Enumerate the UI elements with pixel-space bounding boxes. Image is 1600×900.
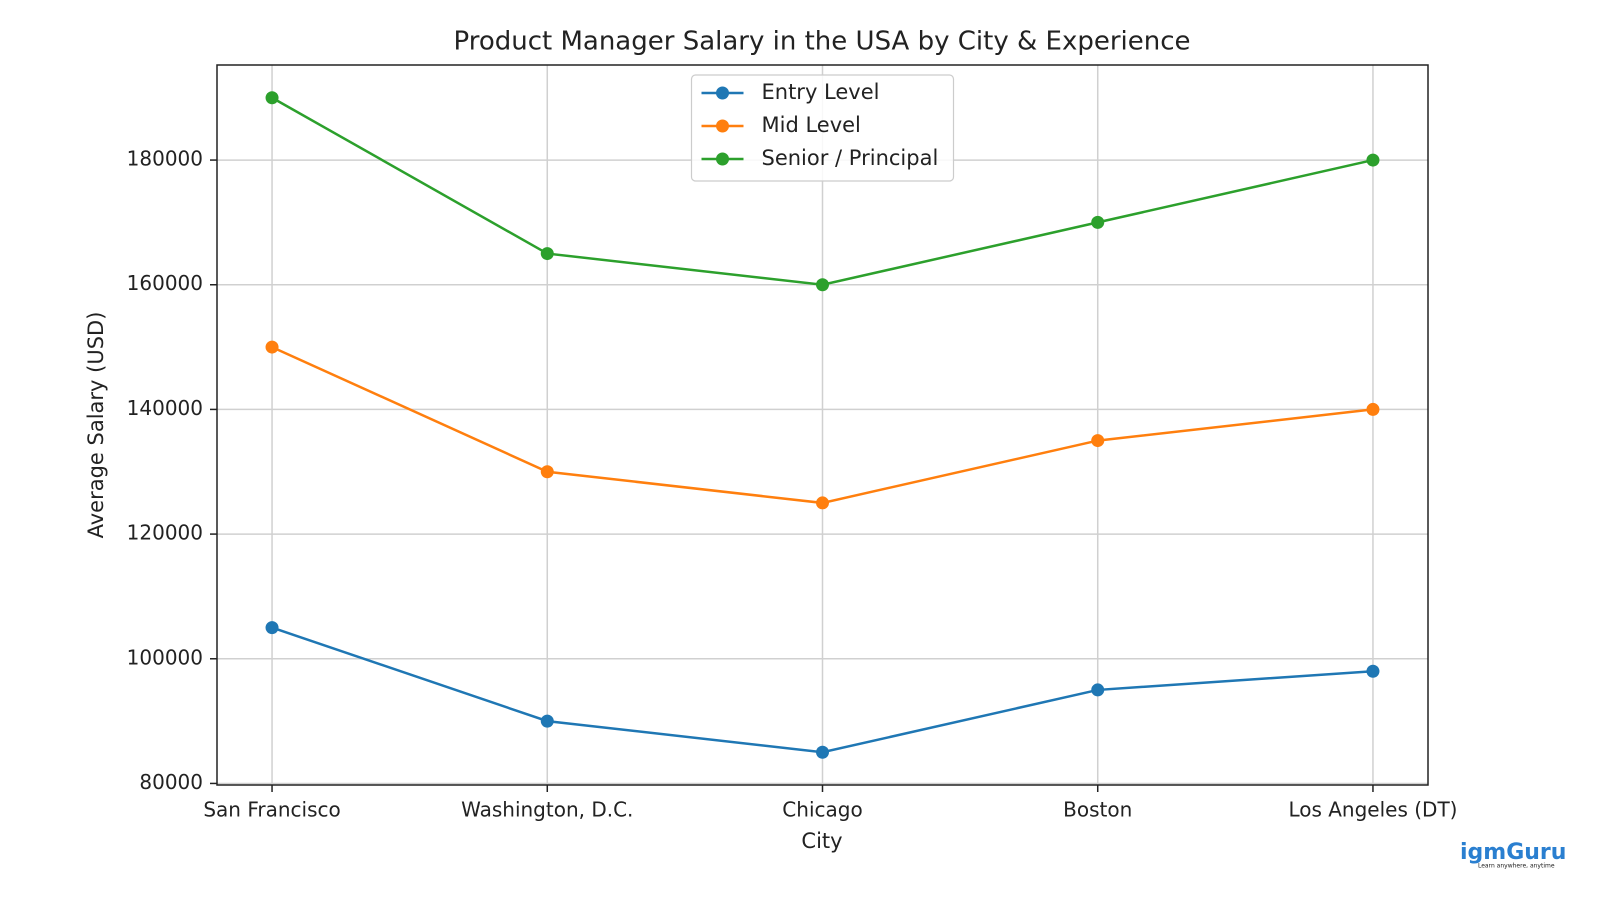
data-point (816, 278, 829, 292)
data-point (265, 340, 279, 354)
x-tick-label: Chicago (782, 798, 862, 822)
data-point (1091, 434, 1105, 448)
legend-marker (716, 152, 729, 166)
data-point (540, 714, 554, 728)
y-tick-label: 100000 (127, 645, 203, 669)
y-tick-label: 140000 (127, 396, 203, 420)
y-tick-label: 120000 (127, 521, 203, 545)
y-tick-label: 80000 (139, 770, 203, 794)
data-point (816, 496, 829, 510)
x-tick-label: San Francisco (203, 798, 340, 822)
data-point (265, 621, 279, 635)
legend-label: Mid Level (762, 113, 861, 137)
data-point (816, 745, 829, 759)
plot-frame (216, 64, 1429, 786)
chart-title: Product Manager Salary in the USA by Cit… (453, 27, 1190, 57)
watermark-brand: igmGuru (1460, 840, 1566, 865)
data-point (1366, 402, 1380, 416)
legend-marker (716, 86, 729, 100)
legend-box (690, 74, 955, 182)
watermark-tagline: Learn anywhere, anytime (1478, 863, 1555, 870)
legend-label: Entry Level (762, 80, 880, 104)
data-point (540, 465, 554, 479)
y-tick-label: 160000 (127, 271, 203, 295)
y-axis-label: Average Salary (USD) (84, 312, 108, 539)
x-tick-label: Los Angeles (DT) (1288, 798, 1457, 822)
data-point (1366, 153, 1380, 167)
grid: 80000 100000 120000 140000 160000 180000 San F… (127, 65, 1457, 822)
x-axis-label: City (801, 829, 842, 853)
legend: Entry Level Mid Level Senior / Principal (690, 74, 955, 182)
data-point (1366, 664, 1380, 678)
legend-label: Senior / Principal (762, 146, 939, 170)
data-point (265, 91, 279, 105)
plot (265, 91, 1380, 759)
data-point (1091, 215, 1105, 229)
x-tick-label: Washington, D.C. (461, 798, 633, 822)
data-point (540, 247, 554, 261)
x-tick-label: Boston (1063, 798, 1132, 822)
data-point (1091, 683, 1105, 697)
y-tick-label: 180000 (127, 147, 203, 171)
legend-marker (716, 119, 729, 133)
